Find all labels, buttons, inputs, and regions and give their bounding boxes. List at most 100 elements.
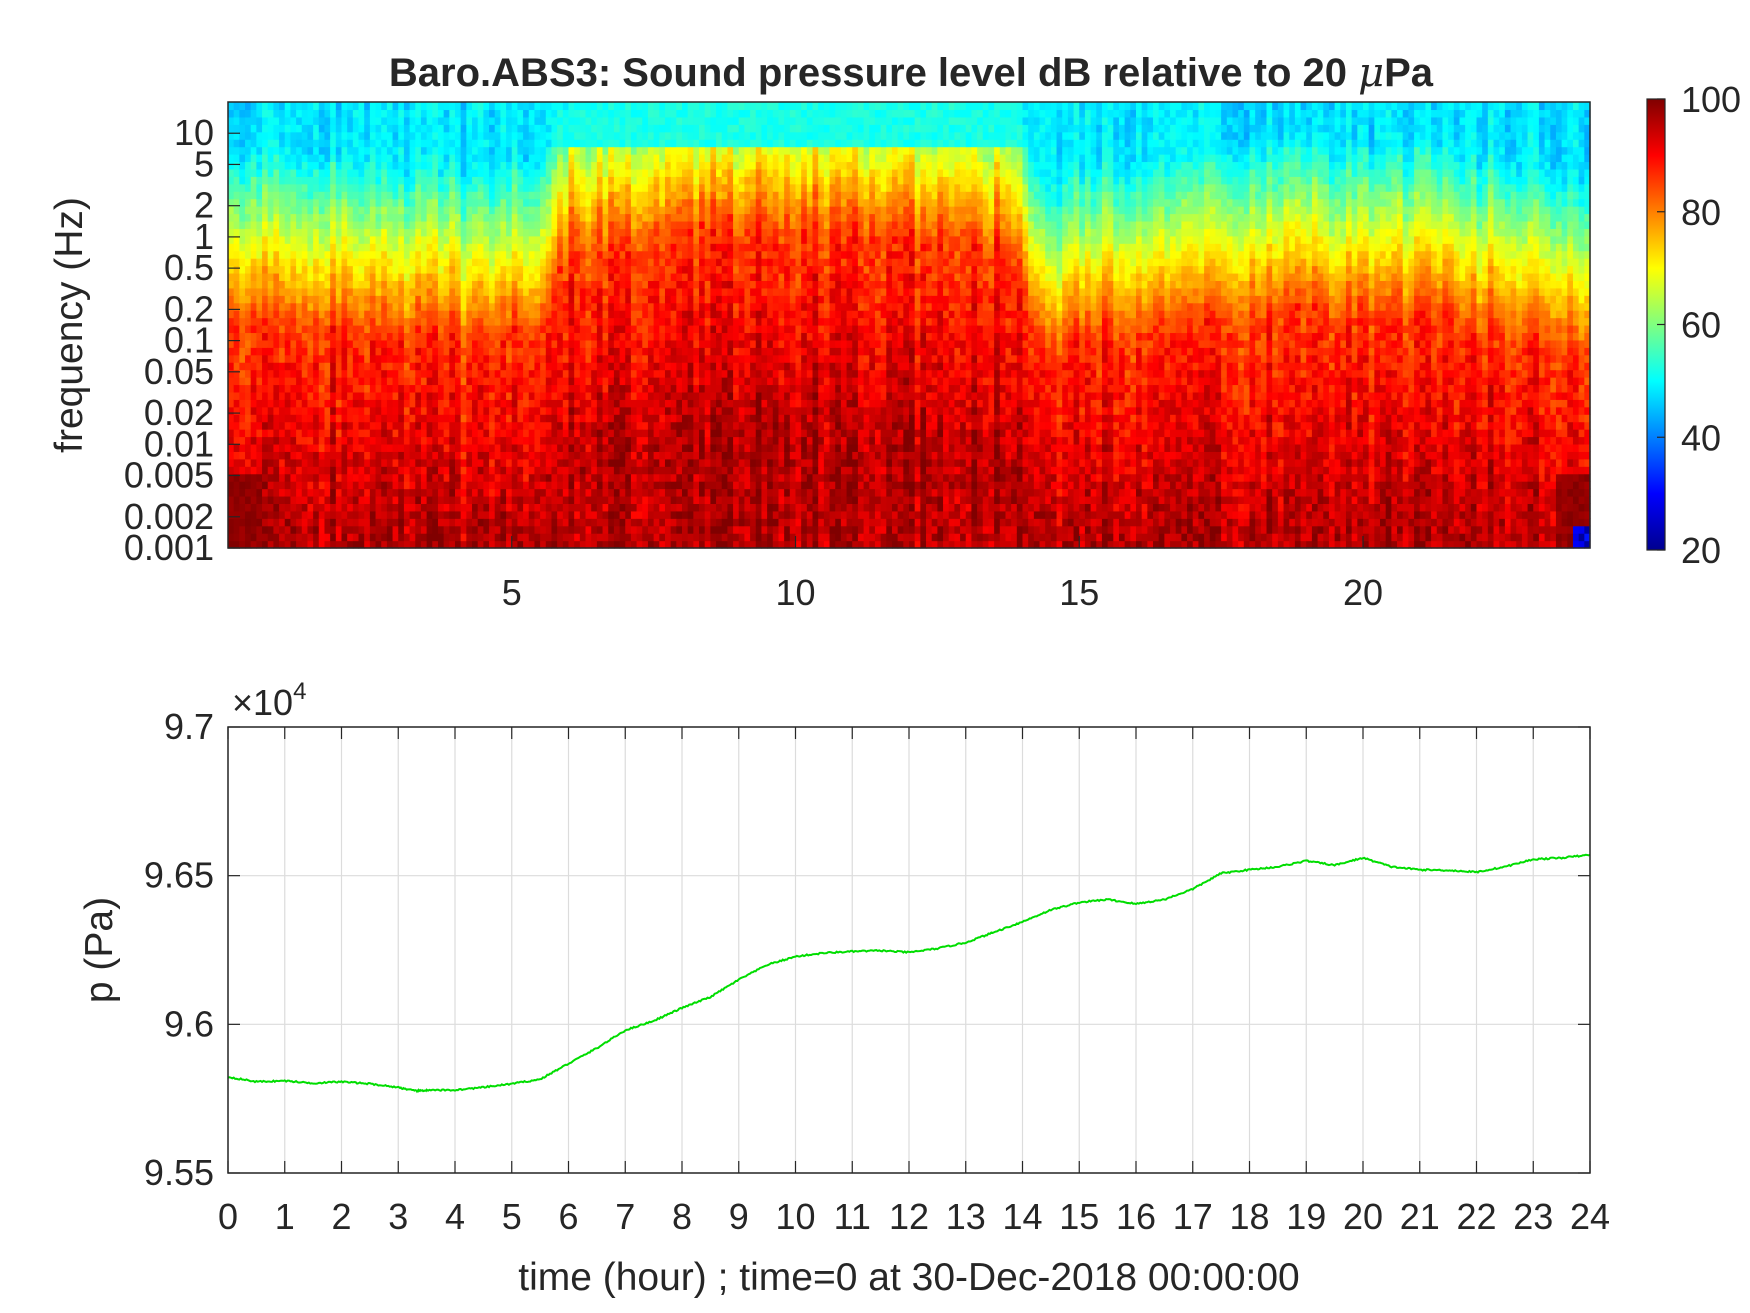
spectrogram-cell: [608, 206, 615, 215]
spectrogram-cell: [602, 518, 609, 527]
spectrogram-cell: [347, 436, 354, 445]
spectrogram-cell: [364, 458, 371, 467]
spectrogram-cell: [369, 429, 377, 438]
spectrogram-cell: [619, 102, 626, 111]
spectrogram-cell: [375, 168, 382, 177]
spectrogram-cell: [585, 414, 592, 423]
spectrogram-cell: [460, 302, 467, 311]
spectrogram-cell: [506, 183, 513, 192]
spectrogram-cell: [670, 220, 677, 229]
spectrogram-cell: [693, 250, 700, 259]
spectrogram-cell: [682, 317, 689, 326]
spectrogram-cell: [489, 109, 496, 118]
spectrogram-cell: [551, 116, 558, 125]
spectrogram-cell: [364, 518, 371, 527]
spectrogram-cell: [506, 414, 513, 423]
spectrogram-cell: [557, 168, 564, 177]
spectrogram-cell: [670, 495, 677, 504]
spectrogram-cell: [364, 466, 371, 475]
spectrogram-cell: [625, 429, 632, 438]
spectrogram-cell: [528, 302, 536, 311]
spectrogram-cell: [420, 198, 428, 207]
spectrogram-cell: [358, 176, 365, 185]
spectrogram-cell: [523, 295, 530, 304]
spectrogram-cell: [693, 458, 700, 467]
spectrogram-cell: [290, 429, 297, 438]
spectrogram-cell: [511, 295, 519, 304]
spectrogram-cell: [455, 228, 462, 237]
spectrogram-cell: [687, 429, 694, 438]
spectrogram-cell: [228, 131, 235, 140]
spectrogram-cell: [324, 495, 331, 504]
spectrogram-cell: [517, 332, 524, 341]
spectrogram-cell: [460, 272, 467, 281]
spectrogram-cell: [528, 458, 536, 467]
spectrogram-cell: [313, 399, 320, 408]
spectrogram-cell: [659, 235, 666, 244]
spectrogram-cell: [437, 161, 445, 170]
spectrogram-cell: [279, 503, 286, 512]
spectrogram-cell: [472, 154, 479, 163]
spectrogram-cell: [256, 481, 263, 490]
spectrogram-cell: [296, 317, 303, 326]
spectrogram-cell: [375, 183, 382, 192]
spectrogram-cell: [591, 510, 598, 519]
spectrogram-cell: [324, 466, 331, 475]
spectrogram-cell: [585, 124, 592, 133]
spectrogram-cell: [386, 183, 394, 192]
spectrogram-cell: [443, 406, 450, 415]
spectrogram-cell: [659, 354, 666, 363]
spectrogram-cell: [585, 161, 592, 170]
spectrogram-cell: [290, 399, 297, 408]
spectrogram-cell: [642, 332, 649, 341]
spectrogram-cell: [687, 124, 694, 133]
spectrogram-cell: [659, 451, 666, 460]
spectrogram-cell: [619, 481, 626, 490]
spectrogram-cell: [267, 466, 274, 475]
spectrogram-cell: [279, 339, 286, 348]
spectrogram-cell: [335, 131, 343, 140]
spectrogram-cell: [330, 533, 337, 542]
spectrogram-cell: [489, 116, 496, 125]
spectrogram-cell: [250, 458, 257, 467]
spectrogram-cell: [245, 473, 252, 482]
spectrogram-cell: [591, 518, 598, 527]
spectrogram-cell: [307, 317, 314, 326]
spectrogram-cell: [636, 302, 643, 311]
spectrogram-cell: [324, 161, 331, 170]
spectrogram-cell: [245, 310, 252, 319]
spectrogram-cell: [659, 183, 666, 192]
spectrogram-cell: [443, 510, 450, 519]
spectrogram-cell: [699, 518, 706, 527]
spectrogram-cell: [613, 168, 621, 177]
spectrogram-cell: [347, 206, 354, 215]
spectrogram-cell: [437, 183, 445, 192]
spectrogram-cell: [279, 272, 286, 281]
spectrogram-cell: [262, 124, 269, 133]
spectrogram-cell: [352, 161, 360, 170]
spectrogram-cell: [364, 116, 371, 125]
spectrogram-cell: [318, 362, 326, 371]
spectrogram-cell: [693, 414, 700, 423]
spectrogram-cell: [352, 250, 360, 259]
spectrogram-cell: [375, 339, 382, 348]
spectrogram-cell: [364, 235, 371, 244]
spectrogram-cell: [318, 533, 326, 542]
spectrogram-cell: [437, 198, 445, 207]
spectrogram-cell: [432, 466, 439, 475]
spectrogram-cell: [375, 131, 382, 140]
spectrogram-cell: [517, 458, 524, 467]
spectrogram-cell: [307, 533, 314, 542]
spectrogram-cell: [279, 436, 286, 445]
spectrogram-cell: [670, 399, 677, 408]
spectrogram-cell: [358, 317, 365, 326]
spectrogram-cell: [443, 168, 450, 177]
spectrogram-cell: [545, 176, 553, 185]
spectrogram-cell: [523, 518, 530, 527]
spectrogram-cell: [551, 391, 558, 400]
spectrogram-cell: [551, 243, 558, 252]
spectrogram-cell: [545, 272, 553, 281]
spectrogram-cell: [330, 443, 337, 452]
spectrogram-cell: [676, 488, 683, 497]
spectrogram-cell: [511, 265, 519, 274]
